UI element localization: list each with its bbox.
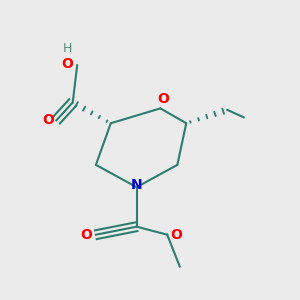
Text: O: O xyxy=(42,113,54,127)
Text: O: O xyxy=(80,228,92,242)
Text: H: H xyxy=(63,42,72,56)
Text: O: O xyxy=(62,57,74,71)
Text: O: O xyxy=(157,92,169,106)
Text: O: O xyxy=(170,228,182,242)
Text: N: N xyxy=(131,178,142,192)
